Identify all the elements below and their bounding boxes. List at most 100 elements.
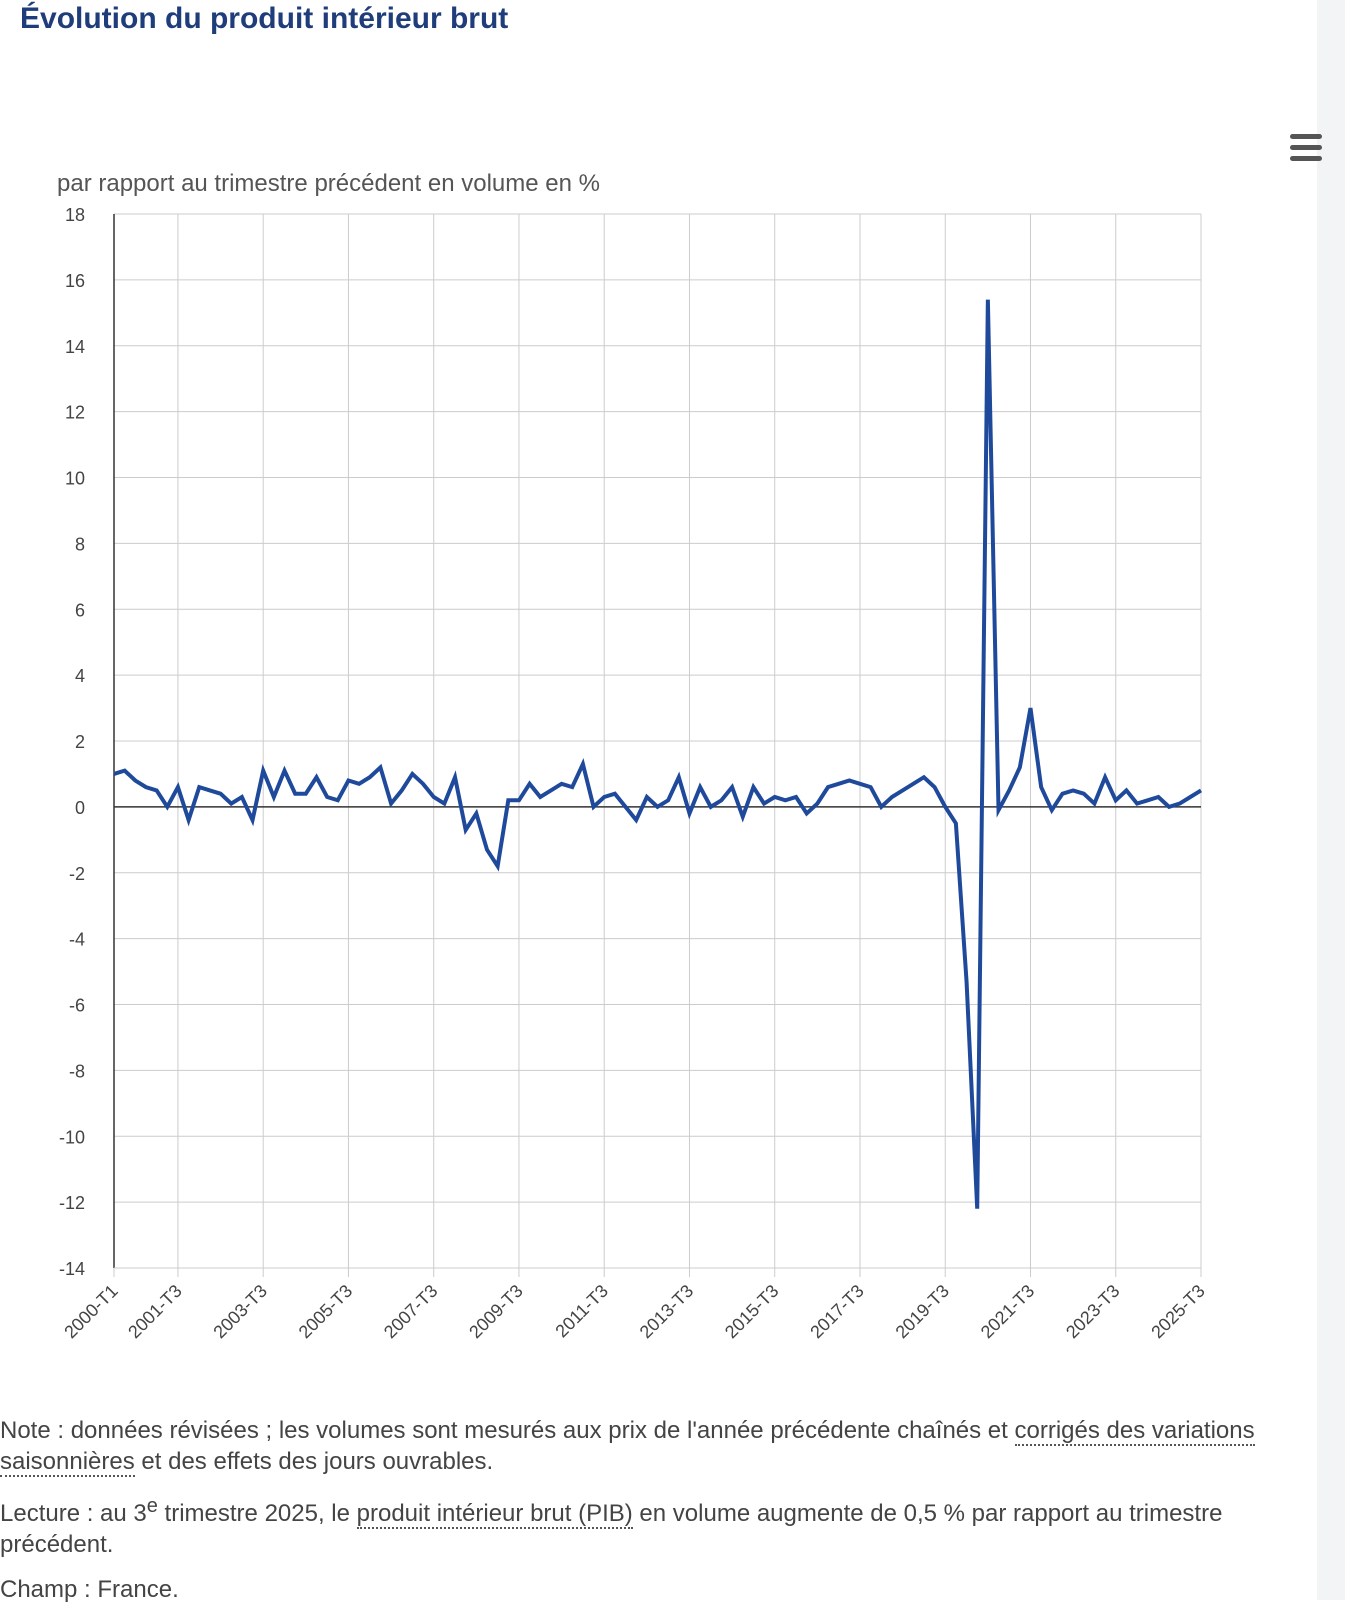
chart-menu-button[interactable]: [1290, 134, 1324, 162]
data-point: [665, 797, 671, 803]
x-tick-label: 2017-T3: [806, 1281, 868, 1343]
chart-notes: Note : données révisées ; les volumes so…: [0, 1415, 1330, 1605]
data-point: [367, 774, 373, 780]
data-point: [1187, 794, 1193, 800]
data-point: [825, 784, 831, 790]
x-tick-label: 2003-T3: [209, 1281, 271, 1343]
data-point: [484, 847, 490, 853]
data-point: [1091, 801, 1097, 807]
hamburger-icon-bar: [1290, 145, 1322, 150]
data-point: [505, 797, 511, 803]
data-point: [868, 784, 874, 790]
glossary-link-pib[interactable]: produit intérieur brut (PIB): [356, 1500, 633, 1529]
y-tick-labels: -14 -12 -10 -8 -6 -4 -2 0 2 4 6 8 10 12 14 16 18: [59, 205, 85, 1279]
x-tick-label: 2021-T3: [977, 1281, 1039, 1343]
data-point: [782, 797, 788, 803]
hamburger-icon-bar: [1290, 156, 1322, 161]
data-point: [537, 794, 543, 800]
x-tick-label: 2011-T3: [551, 1281, 612, 1342]
data-point: [1070, 787, 1076, 793]
y-tick-label: 14: [65, 337, 85, 357]
line-chart: -14 -12 -10 -8 -6 -4 -2 0 2 4 6 8 10 12 14 16 18 2000-T1…: [59, 205, 1209, 1343]
data-point: [335, 797, 341, 803]
data-point: [527, 781, 533, 787]
data-point: [303, 791, 309, 797]
y-tick-label: -2: [69, 864, 85, 884]
data-point: [1027, 705, 1033, 711]
data-point: [900, 787, 906, 793]
x-tick-label: 2009-T3: [465, 1281, 527, 1343]
data-point: [601, 794, 607, 800]
data-point: [889, 794, 895, 800]
data-point: [740, 814, 746, 820]
glossary-link-cvs[interactable]: corrigés des variations saisonnières: [0, 1417, 1255, 1477]
data-point: [1059, 791, 1065, 797]
data-point: [836, 781, 842, 787]
x-tick-label: 2015-T3: [721, 1281, 783, 1343]
y-tick-label: 4: [75, 666, 85, 686]
data-point: [132, 778, 138, 784]
y-tick-label: -8: [69, 1061, 85, 1081]
data-point: [697, 784, 703, 790]
data-point: [612, 791, 618, 797]
data-point: [260, 768, 266, 774]
data-point: [729, 784, 735, 790]
data-point: [548, 787, 554, 793]
x-tick-label: 2001-T3: [124, 1281, 186, 1343]
data-point: [164, 804, 170, 810]
data-point: [409, 771, 415, 777]
data-point: [431, 794, 437, 800]
data-point: [974, 1206, 980, 1212]
data-point: [356, 781, 362, 787]
y-tick-label: 2: [75, 732, 85, 752]
series-line-pib: [113, 299, 1203, 1209]
data-point: [644, 794, 650, 800]
data-point: [985, 297, 991, 303]
data-point: [186, 817, 192, 823]
data-point: [111, 771, 117, 777]
data-point: [420, 781, 426, 787]
data-point: [175, 784, 181, 790]
data-point: [750, 784, 756, 790]
x-tick-label: 2000-T1: [60, 1281, 122, 1343]
data-point: [218, 791, 224, 797]
y-axis-label: par rapport au trimestre précédent en vo…: [57, 170, 600, 197]
data-point: [921, 774, 927, 780]
data-point: [377, 764, 383, 770]
y-tick-label: -12: [59, 1193, 85, 1213]
data-point: [591, 804, 597, 810]
x-tick-labels: 2000-T1 2001-T3 2003-T3 2005-T3 2007-T3 2009-…: [60, 1281, 1209, 1343]
data-point: [282, 768, 288, 774]
y-tick-label: -6: [69, 996, 85, 1016]
x-tick-label: 2005-T3: [295, 1281, 357, 1343]
data-point: [452, 774, 458, 780]
data-point: [1049, 807, 1055, 813]
series-layer: [111, 297, 1203, 1212]
data-point: [1038, 784, 1044, 790]
data-point: [516, 797, 522, 803]
data-point: [964, 978, 970, 984]
data-point: [292, 791, 298, 797]
data-point: [399, 787, 405, 793]
y-tick-label: 6: [75, 600, 85, 620]
y-tick-label: -14: [59, 1259, 85, 1279]
x-tick-label: 2023-T3: [1062, 1281, 1124, 1343]
data-point: [196, 784, 202, 790]
data-point: [708, 804, 714, 810]
data-point: [473, 810, 479, 816]
data-point: [942, 804, 948, 810]
data-point: [1017, 764, 1023, 770]
data-point: [932, 784, 938, 790]
y-tick-label: 12: [65, 403, 85, 423]
data-point: [1155, 794, 1161, 800]
data-point: [441, 801, 447, 807]
data-point: [793, 794, 799, 800]
data-point: [1145, 797, 1151, 803]
data-point: [345, 778, 351, 784]
y-tick-label: 18: [65, 205, 85, 225]
data-point: [623, 804, 629, 810]
data-point: [580, 761, 586, 767]
lecture-text: Lecture : au 3e trimestre 2025, le produ…: [0, 1495, 1223, 1558]
data-point: [313, 774, 319, 780]
data-point: [804, 810, 810, 816]
